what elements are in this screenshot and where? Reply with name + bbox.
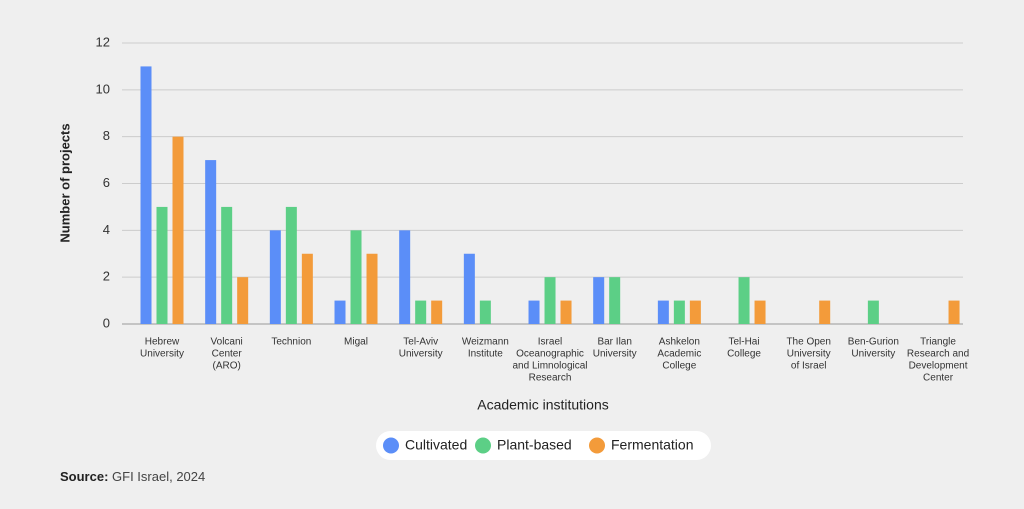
x-tick-label: University <box>851 349 895 360</box>
bar <box>140 66 152 325</box>
legend-swatch <box>383 437 399 454</box>
x-tick-label: University <box>593 349 637 360</box>
bar <box>156 206 168 324</box>
x-tick-label: College <box>727 349 761 360</box>
x-tick-label: Institute <box>468 349 503 360</box>
bar <box>172 136 184 324</box>
y-tick-label: 12 <box>96 34 110 49</box>
bar <box>593 277 605 324</box>
x-tick-label: of Israel <box>791 361 827 372</box>
x-axis-label: Academic institutions <box>477 397 609 413</box>
x-tick-label: Oceanographic <box>516 349 584 360</box>
bar <box>285 206 297 324</box>
y-tick-label: 10 <box>96 81 110 96</box>
x-tick-label: Israel <box>538 337 562 348</box>
x-tick-label: Bar Ilan <box>597 337 631 348</box>
bar <box>205 160 217 324</box>
bar <box>689 300 701 324</box>
x-tick-label: Weizmann <box>462 337 509 348</box>
bar <box>463 253 475 324</box>
x-tick-label: Center <box>212 349 243 360</box>
x-tick-label: Research and <box>907 349 969 360</box>
legend-label: Cultivated <box>405 437 467 453</box>
bar <box>415 300 427 324</box>
legend-swatch <box>475 437 491 454</box>
legend-label: Fermentation <box>611 437 693 453</box>
x-tick-label: Ben-Gurion <box>848 337 899 348</box>
x-tick-label: Triangle <box>920 337 956 348</box>
bar <box>301 253 313 324</box>
x-tick-label: University <box>787 349 831 360</box>
x-tick-label: Tel-Hai <box>728 337 759 348</box>
bar <box>237 277 249 324</box>
bar <box>399 230 411 324</box>
y-tick-label: 0 <box>103 315 110 330</box>
bar <box>738 277 750 324</box>
x-tick-label: and Limnological <box>512 361 587 372</box>
x-tick-label: University <box>399 349 443 360</box>
bar <box>948 300 960 324</box>
y-tick-label: 4 <box>103 222 110 237</box>
bar <box>334 300 346 324</box>
bar <box>431 300 443 324</box>
x-tick-label: Migal <box>344 337 368 348</box>
x-tick-label: Tel-Aviv <box>403 337 438 348</box>
x-tick-label: (ARO) <box>212 361 240 372</box>
x-tick-label: Technion <box>271 337 311 348</box>
y-tick-label: 8 <box>103 128 110 143</box>
x-tick-label: Center <box>923 373 954 384</box>
source: Source: GFI Israel, 2024 <box>60 469 205 484</box>
x-tick-label: Academic <box>657 349 701 360</box>
y-tick-label: 6 <box>103 175 110 190</box>
bar <box>819 300 831 324</box>
bar <box>544 277 556 324</box>
bar <box>528 300 540 324</box>
bar <box>867 300 879 324</box>
bar <box>221 206 233 324</box>
bar <box>754 300 766 324</box>
bar <box>673 300 685 324</box>
x-tick-label: University <box>140 349 184 360</box>
x-tick-label: Development <box>909 361 968 372</box>
legend <box>376 431 711 460</box>
x-tick-label: Ashkelon <box>659 337 700 348</box>
bar <box>479 300 491 324</box>
x-tick-label: College <box>662 361 696 372</box>
x-tick-label: Volcani <box>211 337 243 348</box>
x-tick-label: The Open <box>786 337 830 348</box>
bar <box>657 300 669 324</box>
legend-label: Plant-based <box>497 437 572 453</box>
y-axis-label: Number of projects <box>57 123 72 242</box>
source-label: Source: <box>60 469 108 484</box>
bar <box>366 253 378 324</box>
bar <box>609 277 621 324</box>
legend-swatch <box>589 437 605 454</box>
bar <box>269 230 281 324</box>
source-text: GFI Israel, 2024 <box>112 469 205 484</box>
x-tick-label: Research <box>529 373 572 384</box>
x-tick-label: Hebrew <box>145 337 180 348</box>
bar <box>560 300 572 324</box>
bar <box>350 230 362 324</box>
y-tick-label: 2 <box>103 269 110 284</box>
